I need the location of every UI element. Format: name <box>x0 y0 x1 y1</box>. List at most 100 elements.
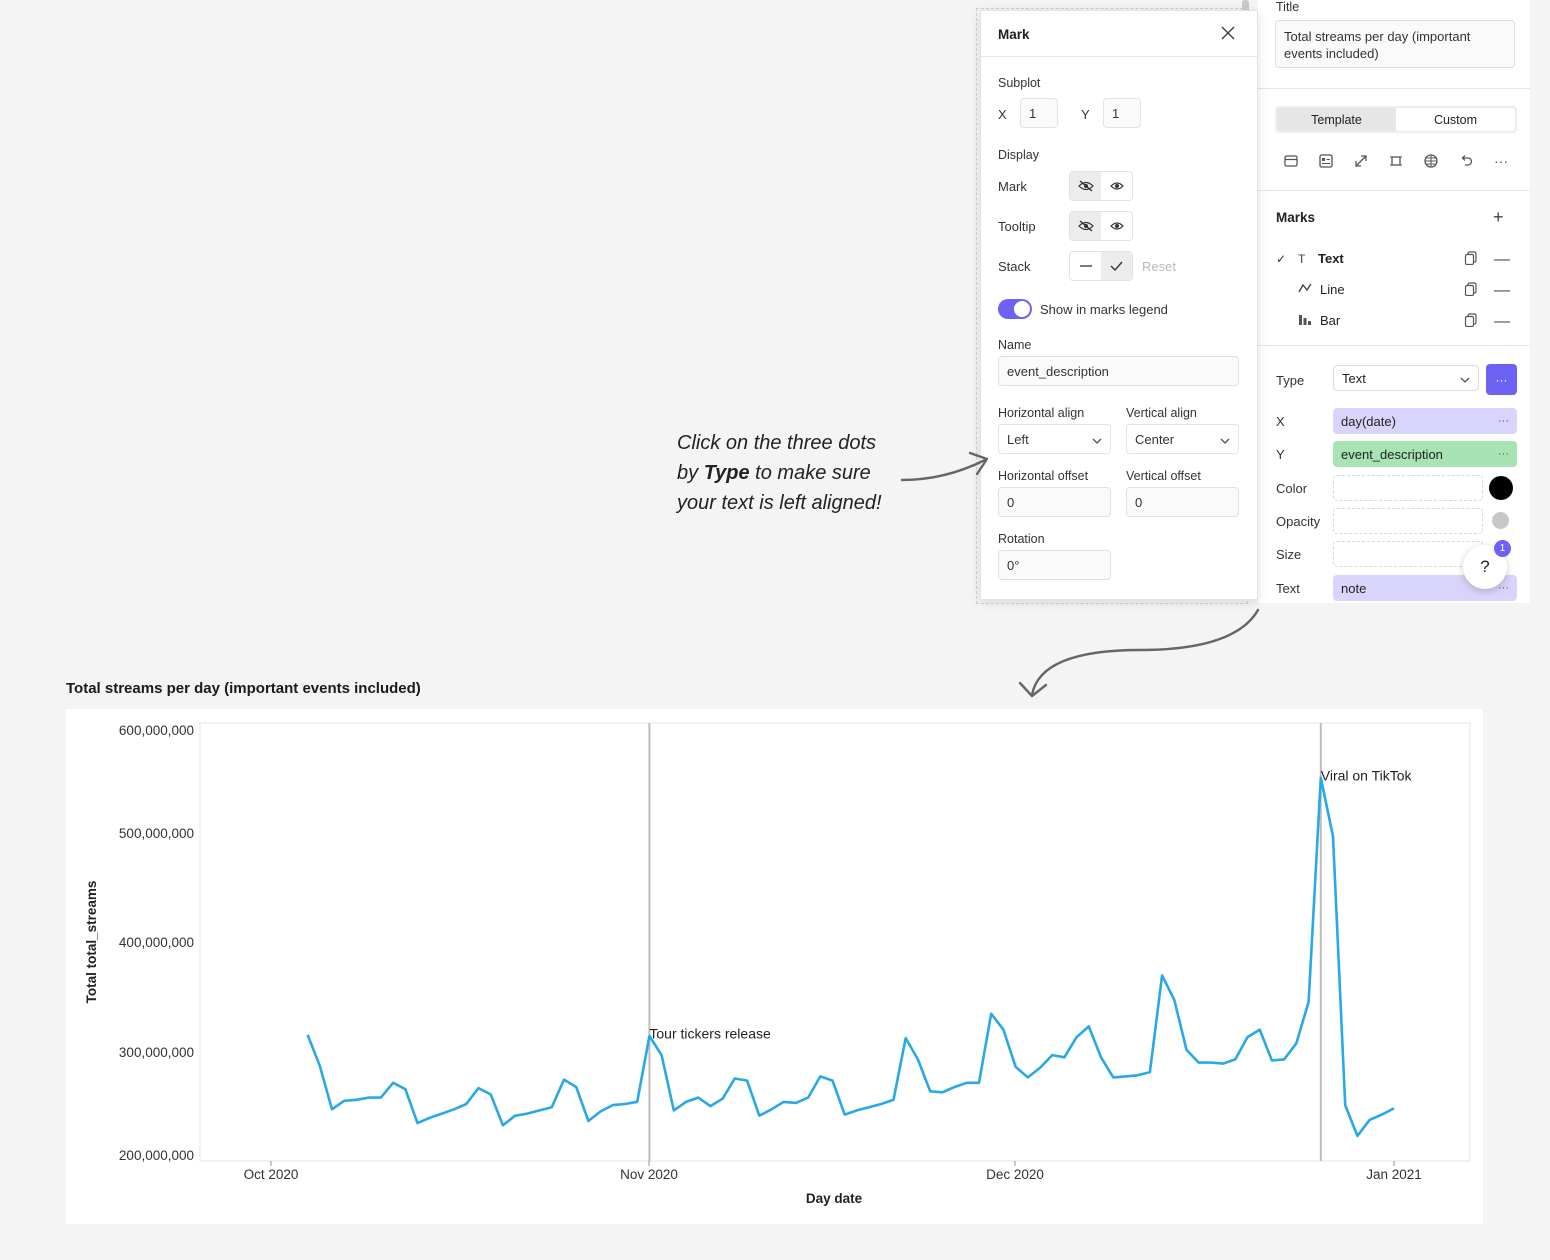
text-label: Text <box>1276 581 1300 596</box>
remove-icon[interactable]: — <box>1494 313 1510 330</box>
remove-icon[interactable]: — <box>1494 282 1510 299</box>
text-mark-icon: T <box>1298 251 1306 266</box>
scrollbar[interactable] <box>1242 0 1249 14</box>
opacity-label: Opacity <box>1276 514 1321 529</box>
eye-icon[interactable] <box>1101 212 1132 240</box>
x-field[interactable]: day(date) ··· <box>1333 408 1517 434</box>
tooltip-visibility-label: Tooltip <box>998 219 1036 234</box>
mark-label: Text <box>1318 251 1344 266</box>
color-swatch[interactable] <box>1489 476 1513 500</box>
template-custom-toggle: Template Custom <box>1275 106 1517 133</box>
stack-label: Stack <box>998 259 1031 274</box>
mark-visibility-label: Mark <box>998 179 1027 194</box>
hoffset-input[interactable]: 0 <box>998 487 1111 517</box>
legend-toggle-label: Show in marks legend <box>1040 302 1168 317</box>
reset-button[interactable]: Reset <box>1142 259 1176 274</box>
x-tick-label: Nov 2020 <box>620 1167 678 1182</box>
tab-template[interactable]: Template <box>1277 108 1396 131</box>
toggle-knob <box>1014 301 1030 317</box>
event-label: Tour tickers release <box>649 1026 771 1042</box>
duplicate-icon[interactable] <box>1464 282 1478 301</box>
x-tick-label: Oct 2020 <box>244 1167 299 1182</box>
mark-item-bar[interactable]: Bar <box>1298 313 1340 328</box>
divider <box>981 56 1257 57</box>
event-label: Viral on TikTok <box>1321 768 1413 784</box>
subplot-y-input[interactable]: 1 <box>1103 98 1141 128</box>
more-icon[interactable]: ··· <box>1498 448 1509 460</box>
bar-mark-icon <box>1298 313 1320 328</box>
title-label: Title <box>1276 0 1300 14</box>
voffset-label: Vertical offset <box>1126 469 1201 483</box>
type-options-button[interactable]: ··· <box>1486 364 1517 395</box>
marks-header: Marks <box>1276 210 1316 225</box>
valign-select[interactable]: Center <box>1126 424 1239 454</box>
y-tick-label: 600,000,000 <box>119 723 194 738</box>
mark-label: Bar <box>1320 313 1341 328</box>
display-label: Display <box>998 148 1039 162</box>
eye-off-icon[interactable] <box>1070 172 1101 200</box>
opacity-field[interactable] <box>1333 508 1483 534</box>
hoffset-label: Horizontal offset <box>998 469 1089 483</box>
subplot-x-label: X <box>998 107 1007 122</box>
halign-label: Horizontal align <box>998 406 1085 420</box>
subplot-x-input[interactable]: 1 <box>1020 98 1058 128</box>
chevron-down-icon <box>1460 371 1470 386</box>
size-field[interactable] <box>1333 541 1483 567</box>
type-select[interactable]: Text <box>1333 365 1479 391</box>
title-input[interactable]: Total streams per day (important events … <box>1275 20 1515 68</box>
settings-panel <box>1258 0 1530 603</box>
duplicate-icon[interactable] <box>1464 313 1478 332</box>
annotation-arrow-icon <box>900 451 989 482</box>
card-icon[interactable] <box>1281 151 1301 171</box>
add-mark-icon[interactable]: + <box>1493 207 1504 227</box>
y-value: event_description <box>1341 446 1443 462</box>
y-tick-label: 300,000,000 <box>119 1045 194 1060</box>
x-value: day(date) <box>1341 413 1396 429</box>
series-line <box>306 776 1395 1138</box>
rotation-input[interactable]: 0° <box>998 550 1111 580</box>
fit-icon[interactable] <box>1386 151 1406 171</box>
line-chart: 600,000,000 500,000,000 400,000,000 300,000… <box>84 722 1471 1206</box>
mark-item-line[interactable]: Line <box>1298 282 1345 297</box>
color-field[interactable] <box>1333 475 1483 501</box>
eye-off-icon[interactable] <box>1070 212 1101 240</box>
layout-icon[interactable] <box>1316 151 1336 171</box>
more-icon[interactable]: ··· <box>1498 415 1509 427</box>
remove-icon[interactable]: — <box>1494 251 1510 268</box>
close-icon[interactable] <box>1220 25 1236 46</box>
halign-value: Left <box>1007 431 1029 447</box>
check-icon[interactable] <box>1101 252 1132 280</box>
halign-select[interactable]: Left <box>998 424 1111 454</box>
minus-icon[interactable] <box>1070 252 1101 280</box>
more-icon[interactable]: ··· <box>1498 582 1509 594</box>
y-label: Y <box>1276 447 1285 462</box>
tooltip-visibility-toggle <box>1069 211 1133 241</box>
line-mark-icon <box>1298 282 1320 297</box>
curved-arrow-icon <box>1018 608 1260 698</box>
check-icon: ✓ <box>1276 251 1287 266</box>
subplot-y-label: Y <box>1081 107 1090 122</box>
grid-icon[interactable] <box>1421 151 1441 171</box>
duplicate-icon[interactable] <box>1464 251 1478 270</box>
y-tick-label: 200,000,000 <box>119 1148 194 1163</box>
y-field[interactable]: event_description ··· <box>1333 441 1517 467</box>
name-input[interactable]: event_description <box>998 356 1239 386</box>
undo-icon[interactable] <box>1456 151 1476 171</box>
size-label: Size <box>1276 547 1302 562</box>
mark-item-text[interactable]: ✓ T Text <box>1276 251 1344 266</box>
y-tick-label: 400,000,000 <box>119 935 194 950</box>
divider <box>1258 345 1530 346</box>
type-value: Text <box>1342 370 1366 386</box>
chart-title: Total streams per day (important events … <box>66 680 421 697</box>
tab-custom[interactable]: Custom <box>1396 108 1515 131</box>
x-label: X <box>1276 414 1285 429</box>
x-tick-label: Dec 2020 <box>986 1167 1044 1182</box>
annotation-line-2: by Type to make sure <box>677 462 871 484</box>
voffset-input[interactable]: 0 <box>1126 487 1239 517</box>
legend-toggle[interactable] <box>998 299 1032 319</box>
eye-icon[interactable] <box>1101 172 1132 200</box>
chevron-down-icon <box>1092 432 1102 447</box>
expand-icon[interactable] <box>1351 151 1371 171</box>
opacity-swatch[interactable] <box>1492 512 1509 529</box>
more-icon[interactable]: ··· <box>1494 153 1508 169</box>
